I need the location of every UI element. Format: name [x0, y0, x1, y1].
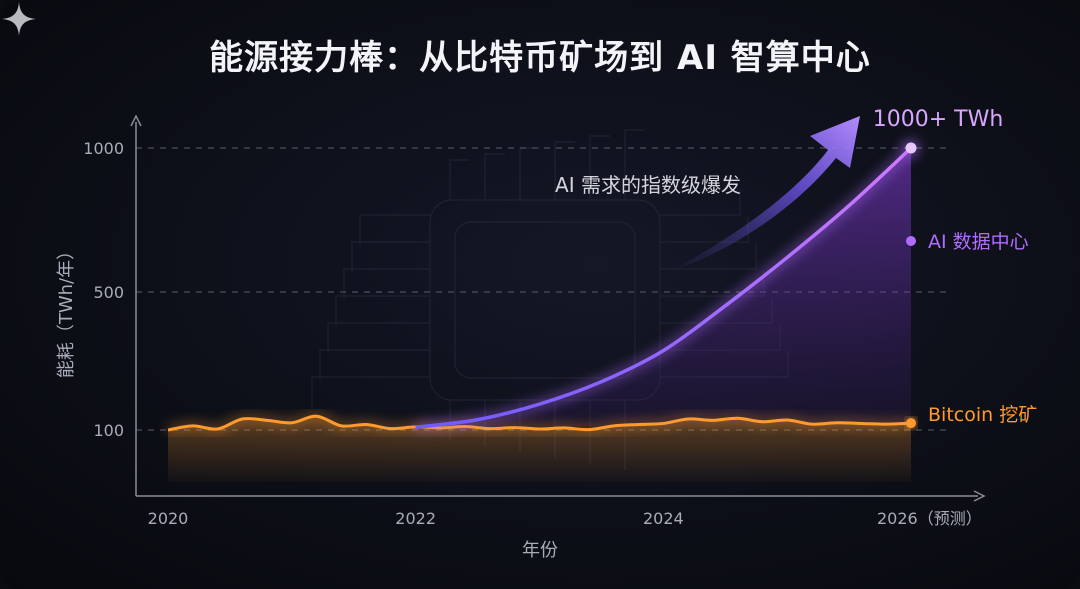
ai-end-point — [905, 142, 917, 154]
x-axis-arrow — [973, 490, 986, 502]
bitcoin-end-point — [906, 418, 916, 429]
x-tick-label-0: 2020 — [148, 509, 189, 528]
x-axis-title: 年份 — [522, 540, 558, 561]
chart-title: 能源接力棒：从比特币矿场到 AI 智算中心 — [209, 38, 871, 78]
ai-legend-label: AI 数据中心 — [928, 231, 1029, 253]
x-tick-label-1: 2022 — [395, 509, 436, 528]
bitcoin-area — [168, 416, 911, 482]
x-tick-label-3: 2026（预测） — [877, 509, 982, 528]
y-tick-label-100: 100 — [93, 421, 124, 440]
y-tick-label-1000: 1000 — [83, 139, 124, 158]
ai-legend-dot — [906, 236, 916, 246]
bitcoin-line — [167, 414, 912, 432]
x-tick-label-2: 2024 — [643, 509, 684, 528]
ai-area — [415, 148, 911, 428]
trend-annotation: AI 需求的指数级爆发 — [555, 173, 741, 197]
bitcoin-legend-label: Bitcoin 挖矿 — [928, 404, 1037, 426]
y-axis-arrow — [130, 114, 142, 127]
ai-line — [415, 146, 913, 429]
peak-annotation: 1000+ TWh — [873, 107, 1004, 132]
y-tick-label-500: 500 — [93, 283, 124, 302]
y-axis-title: 能耗（TWh/年） — [56, 242, 77, 378]
sparkle-icon — [1, 1, 37, 37]
trend-arrow — [668, 116, 860, 272]
